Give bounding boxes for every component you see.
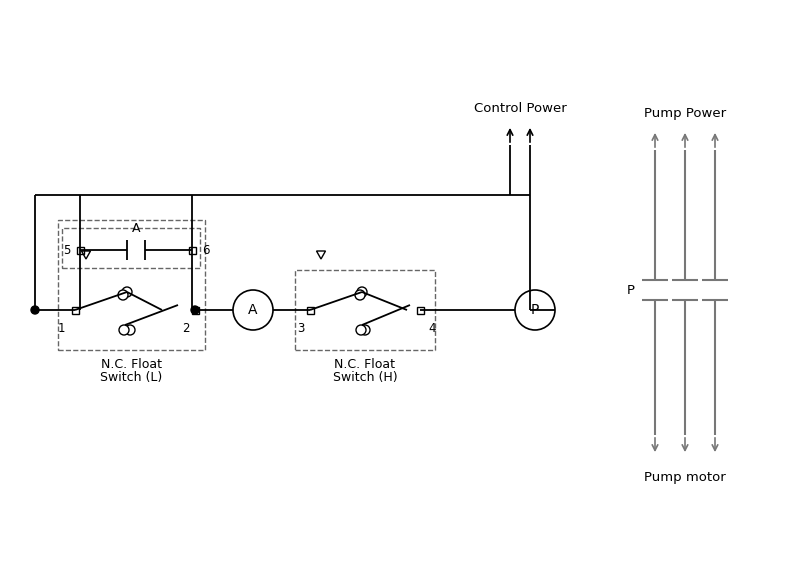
- Bar: [189, 246, 195, 254]
- Text: A: A: [132, 221, 140, 234]
- Text: Switch (H): Switch (H): [333, 372, 398, 385]
- Text: 5: 5: [62, 244, 70, 257]
- Circle shape: [119, 325, 129, 335]
- Circle shape: [31, 306, 39, 314]
- Circle shape: [122, 287, 132, 297]
- Circle shape: [125, 325, 135, 335]
- Text: Control Power: Control Power: [474, 102, 566, 115]
- Bar: [77, 246, 83, 254]
- Text: P: P: [531, 303, 539, 317]
- Text: 1: 1: [58, 321, 65, 334]
- Circle shape: [191, 306, 199, 314]
- Text: 3: 3: [298, 321, 305, 334]
- Bar: [71, 306, 78, 314]
- Text: Switch (L): Switch (L): [100, 372, 162, 385]
- Text: Pump Power: Pump Power: [644, 106, 726, 120]
- Circle shape: [360, 325, 370, 335]
- Text: 4: 4: [428, 321, 435, 334]
- Circle shape: [357, 287, 367, 297]
- Bar: [191, 306, 198, 314]
- Bar: [62, 228, 200, 268]
- Circle shape: [355, 290, 365, 300]
- Bar: [306, 306, 314, 314]
- Bar: [295, 270, 435, 350]
- Bar: [417, 306, 423, 314]
- Text: Pump motor: Pump motor: [644, 472, 726, 485]
- Text: P: P: [627, 284, 635, 297]
- Text: N.C. Float: N.C. Float: [101, 358, 162, 371]
- Circle shape: [118, 290, 128, 300]
- Text: 2: 2: [182, 321, 190, 334]
- Bar: [58, 220, 205, 350]
- Text: A: A: [248, 303, 258, 317]
- Text: 6: 6: [202, 244, 210, 257]
- Circle shape: [356, 325, 366, 335]
- Text: N.C. Float: N.C. Float: [334, 358, 395, 371]
